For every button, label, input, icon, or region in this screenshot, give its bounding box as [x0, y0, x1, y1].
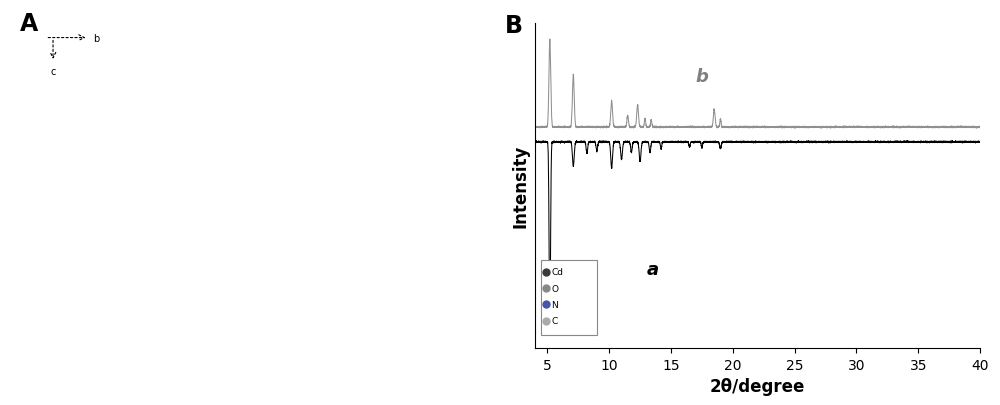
Text: b: b — [93, 34, 100, 43]
X-axis label: 2θ/degree: 2θ/degree — [710, 377, 805, 395]
FancyBboxPatch shape — [541, 261, 597, 335]
Text: C: C — [551, 316, 557, 325]
Text: c: c — [50, 67, 56, 77]
Text: B: B — [505, 14, 523, 38]
Y-axis label: Intensity: Intensity — [511, 145, 529, 228]
Text: N: N — [551, 300, 558, 309]
Text: b: b — [696, 68, 709, 85]
Text: a: a — [646, 261, 658, 279]
Text: Cd: Cd — [551, 268, 563, 277]
Text: O: O — [551, 284, 558, 293]
Text: A: A — [20, 12, 38, 36]
